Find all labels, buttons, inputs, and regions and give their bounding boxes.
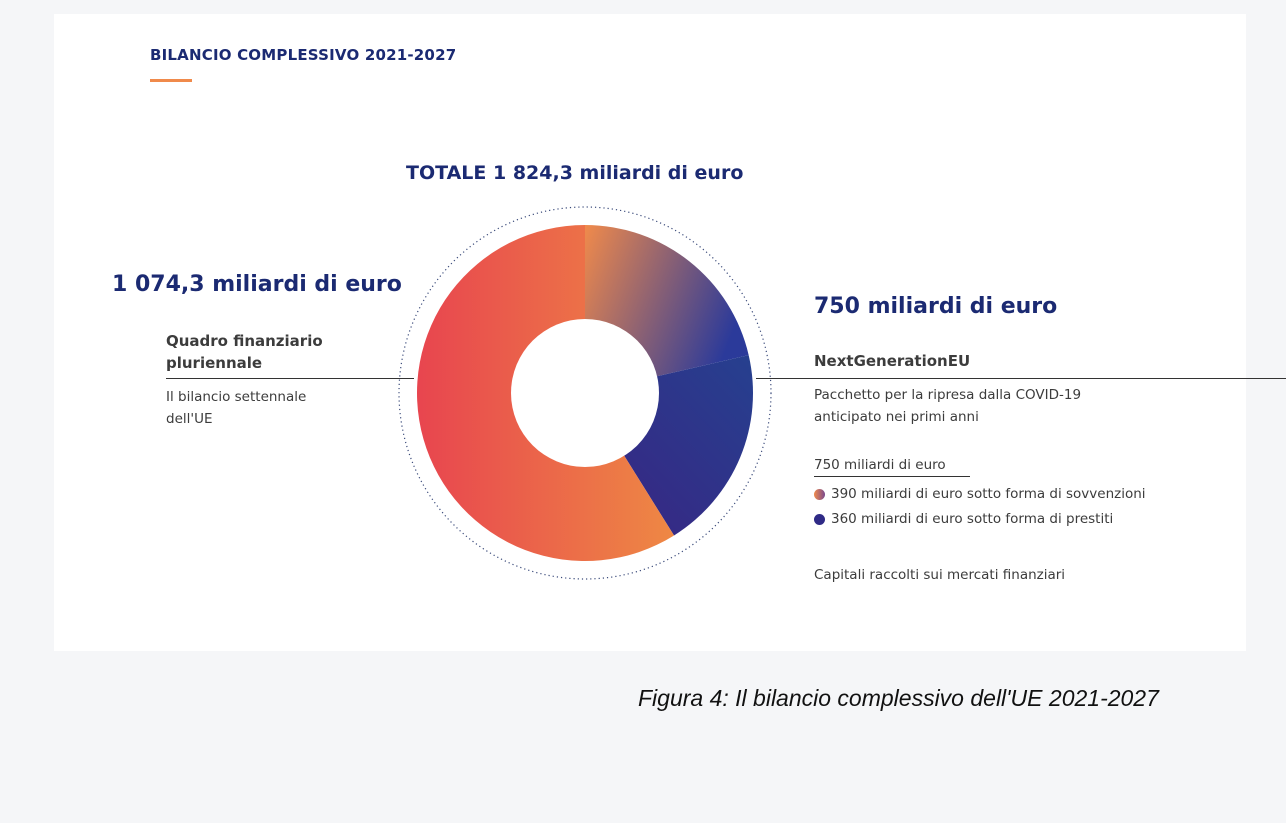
legend-swatch-loans: [814, 513, 825, 525]
mff-desc-line1: Il bilancio settennale: [166, 389, 307, 405]
mff-description: Il bilancio settennale dell'UE: [166, 386, 306, 430]
mff-rule: [166, 378, 414, 379]
ngeu-subtotal-rule: [814, 476, 970, 477]
mff-amount: 1 074,3 miliardi di euro: [112, 272, 402, 297]
chart-title: BILANCIO COMPLESSIVO 2021-2027: [150, 46, 457, 64]
total-label: TOTALE 1 824,3 miliardi di euro: [406, 162, 744, 184]
legend-label-loans: 360 miliardi di euro sotto forma di pres…: [831, 511, 1114, 527]
ngeu-amount: 750 miliardi di euro: [814, 294, 1058, 319]
legend-label-grants: 390 miliardi di euro sotto forma di sovv…: [831, 486, 1146, 502]
ngeu-subtotal: 750 miliardi di euro: [814, 457, 946, 473]
mff-desc-line2: dell'UE: [166, 411, 213, 427]
ngeu-name: NextGenerationEU: [814, 352, 971, 370]
mff-name: Quadro finanziario pluriennale: [166, 330, 323, 374]
ngeu-desc-line1: Pacchetto per la ripresa dalla COVID-19: [814, 387, 1082, 403]
legend-swatch-grants: [814, 488, 825, 500]
figure-caption: Figura 4: Il bilancio complessivo dell'U…: [638, 685, 1159, 711]
ngeu-description: Pacchetto per la ripresa dalla COVID-19 …: [814, 384, 1081, 428]
outer-dotted-ring: [398, 206, 772, 580]
mff-name-line1: Quadro finanziario: [166, 332, 323, 350]
title-underline: [150, 79, 192, 82]
legend-item-grants: 390 miliardi di euro sotto forma di sovv…: [814, 486, 1146, 502]
ngeu-rule: [756, 378, 1286, 379]
ngeu-desc-line2: anticipato nei primi anni: [814, 409, 979, 425]
donut-hole: [511, 319, 659, 467]
ngeu-footnote: Capitali raccolti sui mercati finanziari: [814, 567, 1066, 583]
mff-name-line2: pluriennale: [166, 354, 263, 372]
donut-chart: [398, 206, 772, 580]
legend-item-loans: 360 miliardi di euro sotto forma di pres…: [814, 511, 1113, 527]
